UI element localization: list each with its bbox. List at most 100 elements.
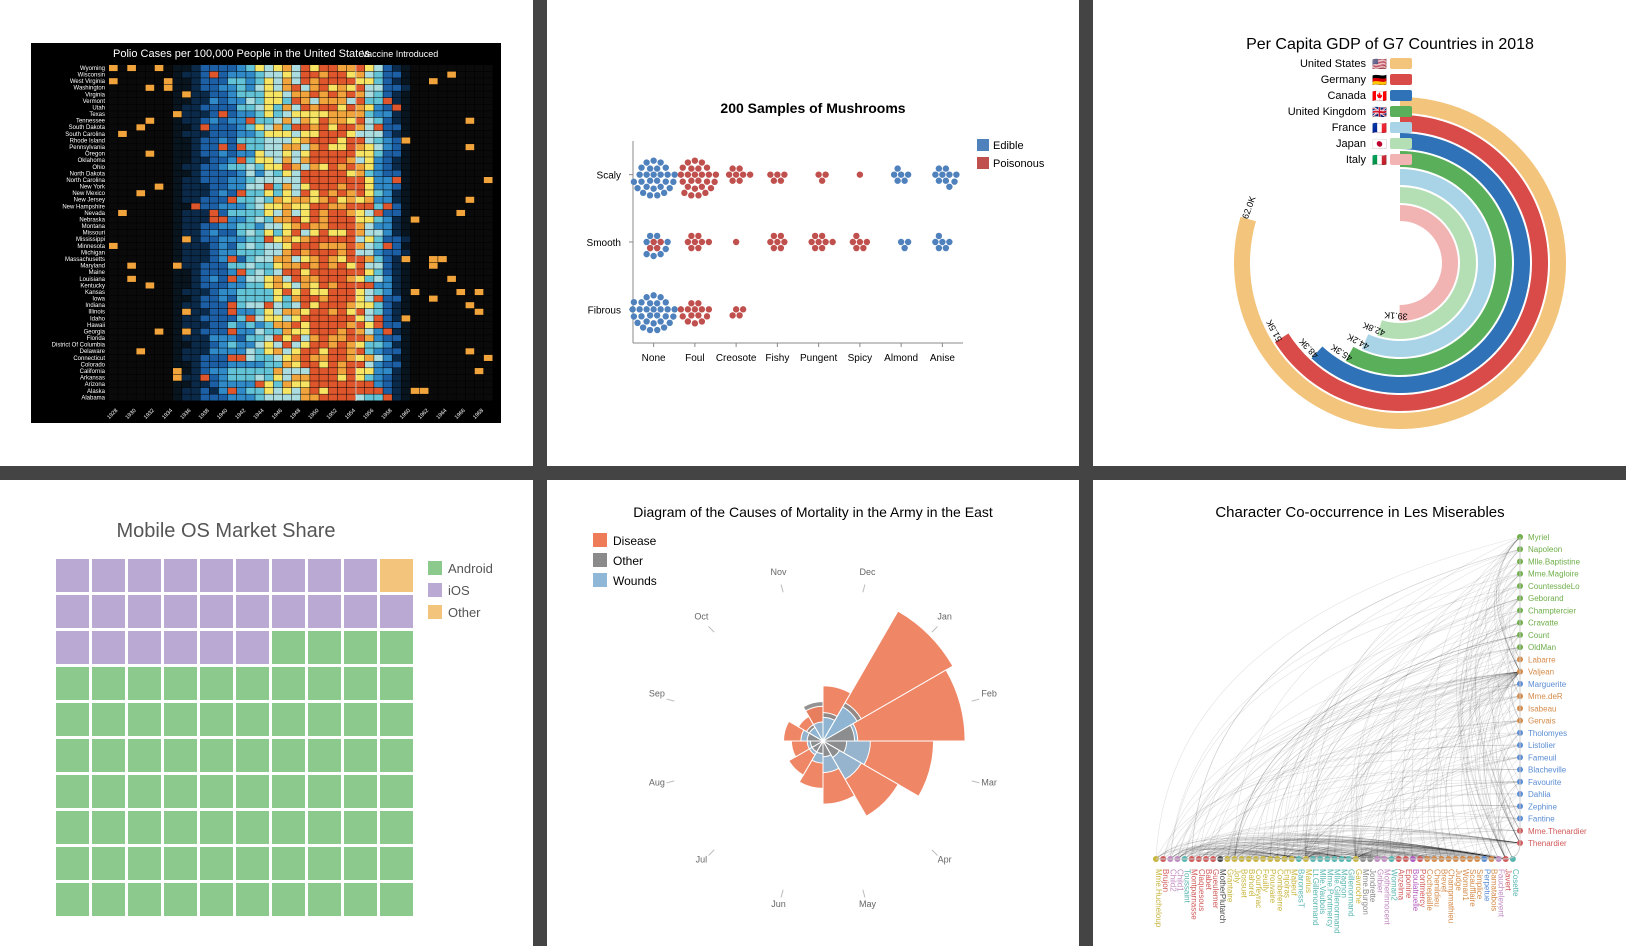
svg-text:Tholomyes: Tholomyes <box>1528 729 1567 738</box>
svg-text:Canada: Canada <box>1327 90 1366 102</box>
svg-text:Japan: Japan <box>1336 138 1366 150</box>
panel-polio-heatmap: Polio Cases per 100,000 People in the Un… <box>0 0 533 466</box>
polio-heatmap-svg: Polio Cases per 100,000 People in the Un… <box>31 43 501 423</box>
svg-text:iOS: iOS <box>448 583 470 598</box>
svg-text:New Jersey: New Jersey <box>74 198 105 204</box>
svg-text:Italy: Italy <box>1345 154 1366 166</box>
svg-text:Foul: Foul <box>685 353 704 364</box>
svg-text:Edible: Edible <box>993 140 1024 152</box>
svg-text:Diagram of the Causes of Morta: Diagram of the Causes of Mortality in th… <box>633 504 993 520</box>
svg-text:Arkansas: Arkansas <box>80 376 105 382</box>
svg-text:Disease: Disease <box>613 534 657 548</box>
svg-text:Ohio: Ohio <box>93 165 106 171</box>
panel-lesmis-arc: Character Co-occurrence in Les Miserable… <box>1093 480 1626 946</box>
svg-text:Vermont: Vermont <box>83 99 106 105</box>
svg-text:62.0K: 62.0K <box>1240 195 1257 221</box>
svg-text:France: France <box>1331 122 1365 134</box>
svg-text:Vaccine Introduced: Vaccine Introduced <box>362 49 438 59</box>
svg-text:May: May <box>859 899 877 909</box>
svg-text:Polio Cases per 100,000 People: Polio Cases per 100,000 People in the Un… <box>113 48 370 60</box>
svg-text:Favourite: Favourite <box>1528 778 1562 787</box>
svg-text:Nov: Nov <box>770 567 787 577</box>
svg-text:Alaska: Alaska <box>87 389 106 395</box>
chart-gallery-grid: Polio Cases per 100,000 People in the Un… <box>0 0 1626 946</box>
svg-text:Zephine: Zephine <box>1528 802 1557 811</box>
svg-text:Missouri: Missouri <box>83 231 105 237</box>
svg-text:Mobile OS Market Share: Mobile OS Market Share <box>117 520 336 542</box>
svg-text:Smooth: Smooth <box>587 238 621 249</box>
svg-text:Jun: Jun <box>771 899 786 909</box>
svg-text:Minnesota: Minnesota <box>78 244 106 250</box>
svg-text:Pennsylvania: Pennsylvania <box>70 145 106 151</box>
svg-text:Fantine: Fantine <box>1528 815 1555 824</box>
svg-text:Idaho: Idaho <box>90 316 106 322</box>
svg-text:44.2K: 44.2K <box>1345 332 1370 352</box>
svg-text:Mme.deR: Mme.deR <box>1528 692 1563 701</box>
svg-text:Blacheville: Blacheville <box>1528 766 1567 775</box>
svg-text:Mme.Hucheloup: Mme.Hucheloup <box>1154 869 1163 928</box>
svg-text:West Virginia: West Virginia <box>70 79 106 85</box>
svg-text:Iowa: Iowa <box>93 297 106 303</box>
svg-text:District Of Columbia: District Of Columbia <box>52 343 106 349</box>
svg-text:Anise: Anise <box>930 353 955 364</box>
waffle-svg: Mobile OS Market Share Android iOS Other <box>16 503 516 923</box>
svg-text:Count: Count <box>1528 631 1550 640</box>
svg-text:Fibrous: Fibrous <box>588 305 621 316</box>
svg-text:North Carolina: North Carolina <box>67 178 106 184</box>
svg-text:Kansas: Kansas <box>85 290 105 296</box>
svg-text:None: None <box>642 353 666 364</box>
svg-text:Nebraska: Nebraska <box>80 217 106 223</box>
svg-text:Mme.Thenardier: Mme.Thenardier <box>1528 827 1587 836</box>
svg-text:Wounds: Wounds <box>613 574 657 588</box>
svg-text:Georgia: Georgia <box>84 329 106 335</box>
svg-text:Michigan: Michigan <box>81 250 105 256</box>
svg-text:🇺🇸: 🇺🇸 <box>1372 57 1387 71</box>
svg-text:Gervais: Gervais <box>1528 717 1556 726</box>
svg-text:Washington: Washington <box>74 86 105 92</box>
svg-text:Feb: Feb <box>981 688 997 698</box>
svg-text:South Dakota: South Dakota <box>69 125 106 131</box>
svg-text:Delaware: Delaware <box>80 349 106 355</box>
svg-text:🇯🇵: 🇯🇵 <box>1372 137 1387 151</box>
svg-text:Poisonous: Poisonous <box>993 158 1045 170</box>
svg-text:Fishy: Fishy <box>765 353 789 364</box>
svg-text:Scaly: Scaly <box>597 171 621 182</box>
arc-svg: Character Co-occurrence in Les Miserable… <box>1100 493 1620 933</box>
svg-text:Oregon: Oregon <box>85 152 105 158</box>
svg-text:Almond: Almond <box>884 353 918 364</box>
svg-text:Sep: Sep <box>649 688 665 698</box>
svg-text:Tennessee: Tennessee <box>76 119 106 125</box>
svg-text:Jan: Jan <box>937 611 952 621</box>
svg-text:Isabeau: Isabeau <box>1528 704 1556 713</box>
svg-text:Texas: Texas <box>90 112 106 118</box>
svg-text:Wyoming: Wyoming <box>80 66 105 72</box>
panel-gdp-radial: Per Capita GDP of G7 Countries in 201862… <box>1093 0 1626 466</box>
svg-text:California: California <box>80 369 106 375</box>
svg-text:🇩🇪: 🇩🇪 <box>1372 73 1387 87</box>
svg-text:Dahlia: Dahlia <box>1528 790 1551 799</box>
svg-text:Connecticut: Connecticut <box>74 356 106 362</box>
svg-text:Massachusetts: Massachusetts <box>65 257 105 263</box>
svg-text:Other: Other <box>448 605 481 620</box>
svg-text:Mlle.Baptistine: Mlle.Baptistine <box>1528 557 1581 566</box>
svg-text:Montana: Montana <box>82 224 106 230</box>
svg-text:Mar: Mar <box>981 778 997 788</box>
svg-text:Alabama: Alabama <box>82 395 106 401</box>
svg-text:Maine: Maine <box>89 270 106 276</box>
svg-text:39.1K: 39.1K <box>1383 310 1407 322</box>
svg-text:Jul: Jul <box>696 855 708 865</box>
svg-text:Aug: Aug <box>649 778 665 788</box>
svg-text:Rhode Island: Rhode Island <box>70 138 105 144</box>
svg-text:Oct: Oct <box>694 611 709 621</box>
svg-text:Florida: Florida <box>87 336 106 342</box>
mushrooms-svg: 200 Samples of MushroomsScalySmoothFibro… <box>563 83 1063 383</box>
svg-text:Champtercier: Champtercier <box>1528 606 1576 615</box>
svg-text:Android: Android <box>448 561 493 576</box>
svg-text:Indiana: Indiana <box>86 303 106 309</box>
svg-text:Character Co-occurrence in Les: Character Co-occurrence in Les Miserable… <box>1215 504 1504 521</box>
svg-text:North Dakota: North Dakota <box>70 171 106 177</box>
svg-text:CountessdeLo: CountessdeLo <box>1528 582 1580 591</box>
svg-text:South Carolina: South Carolina <box>66 132 106 138</box>
svg-text:Cravatte: Cravatte <box>1528 619 1559 628</box>
svg-text:🇬🇧: 🇬🇧 <box>1372 105 1387 119</box>
